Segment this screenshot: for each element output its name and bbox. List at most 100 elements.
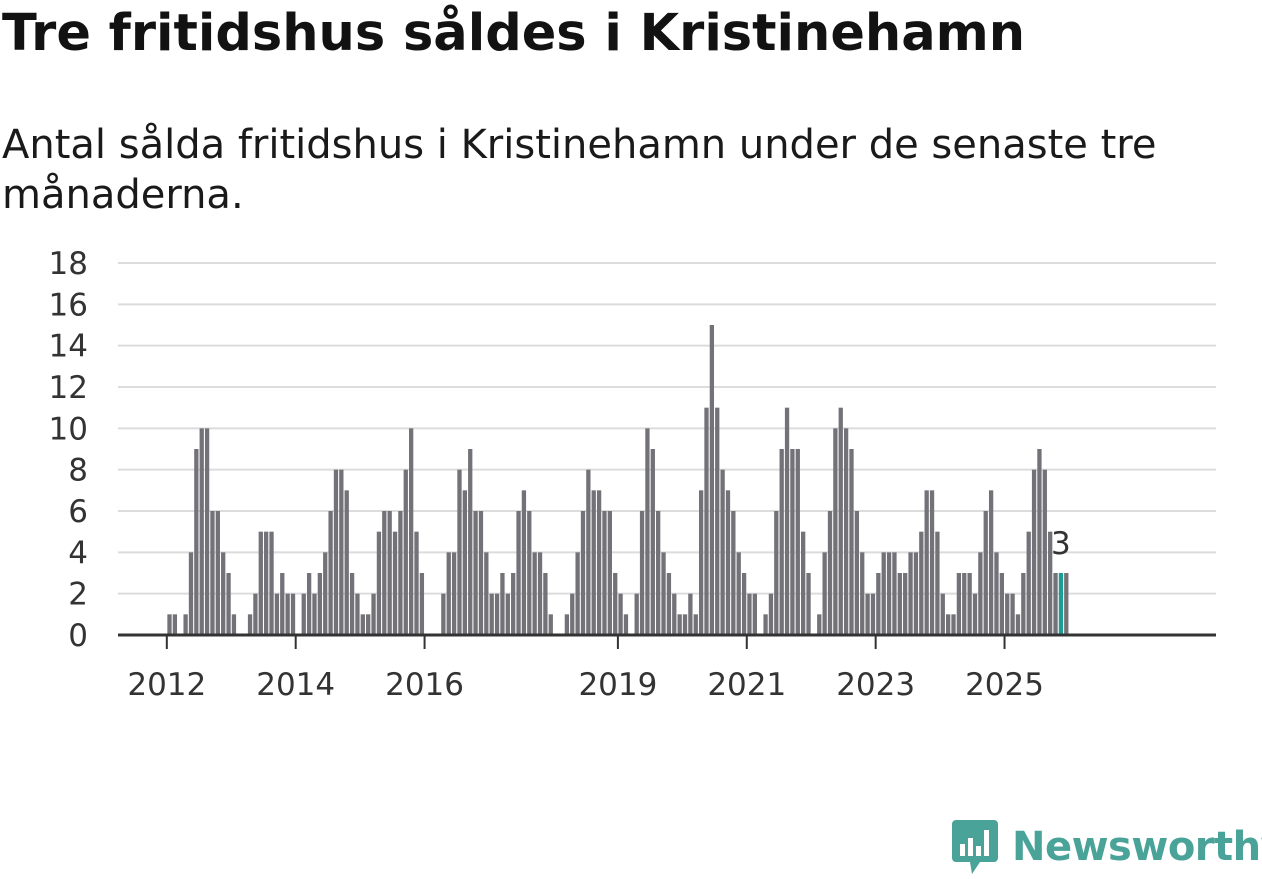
bar	[269, 531, 274, 635]
bar	[919, 531, 924, 635]
bar	[972, 593, 978, 635]
y-tick-label: 10	[49, 411, 88, 447]
bar	[548, 614, 553, 635]
x-tick-label: 2023	[836, 667, 915, 703]
y-tick-label: 2	[68, 577, 88, 613]
bar	[940, 593, 945, 635]
bar	[827, 511, 833, 635]
bar	[983, 511, 988, 635]
y-tick-label: 0	[68, 618, 88, 654]
bar	[575, 552, 580, 635]
y-tick-label: 6	[68, 494, 88, 530]
bar	[876, 573, 881, 635]
bar	[167, 614, 172, 635]
bar	[639, 511, 645, 635]
chart-title: Tre fritidshus såldes i Kristinehamn	[2, 4, 1026, 63]
newsworthy-logo-icon	[952, 820, 998, 874]
bar	[1015, 614, 1021, 635]
bar	[441, 593, 446, 635]
bar	[688, 593, 693, 635]
bar	[344, 490, 349, 635]
bar	[419, 573, 425, 635]
brand-name: Newsworthy	[1012, 824, 1262, 870]
bar	[290, 593, 296, 635]
y-axis-ticks: 0 2 4 6 8 10 12 14 16 18	[49, 246, 88, 654]
bar	[908, 552, 913, 635]
bar	[505, 593, 510, 635]
bar	[1021, 573, 1026, 635]
bar	[387, 511, 392, 635]
bar	[774, 511, 779, 635]
bar	[462, 490, 467, 635]
bar	[521, 490, 527, 635]
bar	[1064, 573, 1069, 635]
bar	[672, 593, 677, 635]
bar	[817, 614, 822, 635]
data-labels: 3	[1051, 526, 1071, 562]
bar	[1031, 469, 1037, 635]
bar	[784, 407, 790, 635]
bar	[468, 449, 473, 635]
x-axis: 2012 2014 2016 2019 2021 2023 2025	[118, 633, 1216, 703]
bar	[618, 593, 623, 635]
bar	[511, 573, 516, 635]
bar	[183, 614, 188, 635]
bar	[199, 428, 204, 635]
bar	[349, 573, 355, 635]
bar	[564, 614, 570, 635]
bars	[167, 325, 1069, 635]
bar	[586, 469, 591, 635]
bar	[935, 531, 940, 635]
bar	[473, 511, 478, 635]
bar	[741, 573, 747, 635]
bar	[693, 614, 698, 635]
bar	[274, 593, 280, 635]
bar	[886, 552, 892, 635]
bar	[720, 469, 725, 635]
bar	[661, 552, 666, 635]
bar	[967, 573, 972, 635]
bar	[194, 449, 199, 635]
x-tick-label: 2025	[965, 667, 1044, 703]
bar	[527, 511, 532, 635]
bar	[355, 593, 360, 635]
bar	[253, 593, 258, 635]
x-tick-label: 2014	[256, 667, 335, 703]
bar	[543, 573, 548, 635]
bar	[1048, 531, 1053, 635]
bar	[881, 552, 886, 635]
bar	[301, 593, 306, 635]
bar	[247, 614, 253, 635]
bar	[398, 511, 403, 635]
bar	[999, 573, 1004, 635]
bar	[382, 511, 387, 635]
x-tick-label: 2021	[707, 667, 786, 703]
bar	[414, 531, 419, 635]
bar	[715, 407, 720, 635]
bar	[516, 511, 521, 635]
bar	[360, 614, 365, 635]
bar	[328, 511, 333, 635]
bar	[897, 573, 902, 635]
bar	[731, 511, 736, 635]
bar	[323, 552, 328, 635]
bar	[1026, 531, 1031, 635]
bar	[892, 552, 897, 635]
bar	[763, 614, 768, 635]
bar	[366, 614, 371, 635]
bar	[854, 511, 860, 635]
bar	[1010, 593, 1015, 635]
bar	[865, 593, 870, 635]
bar	[956, 573, 962, 635]
brand-logo: Newsworthy	[950, 818, 1262, 876]
bar	[860, 552, 865, 635]
bar	[532, 552, 537, 635]
bar	[215, 511, 220, 635]
bar	[210, 511, 215, 635]
bar	[951, 614, 956, 635]
bar	[634, 593, 639, 635]
bar	[913, 552, 919, 635]
bar	[231, 614, 237, 635]
bar	[392, 531, 398, 635]
